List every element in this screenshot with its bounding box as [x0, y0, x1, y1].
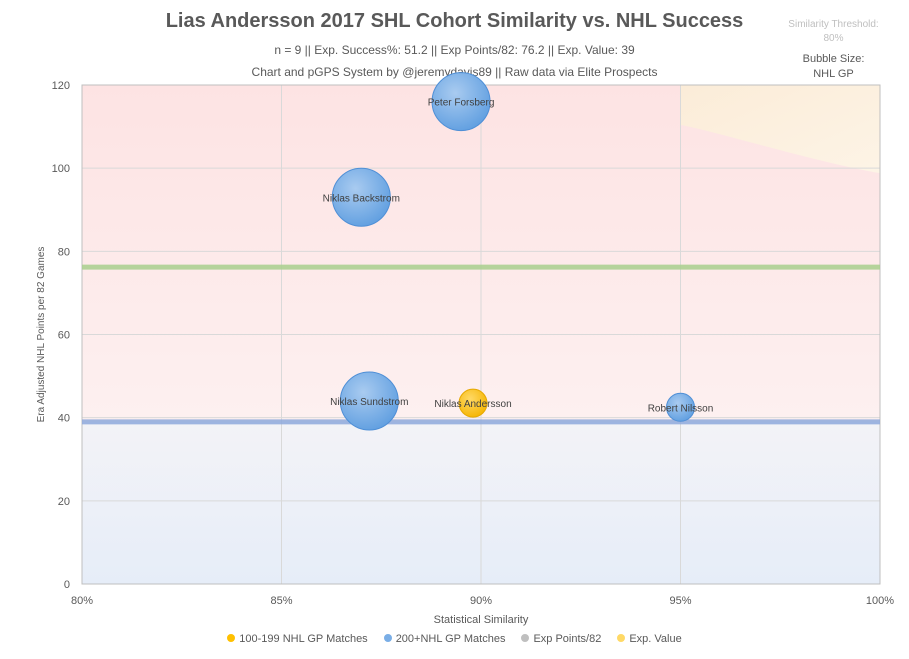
chart-title: Lias Andersson 2017 SHL Cohort Similarit…	[165, 10, 744, 32]
y-tick-label: 0	[64, 579, 70, 591]
bubble-label: Niklas Sundstrom	[330, 397, 408, 408]
bubble-point	[339, 371, 399, 431]
y-tick-label: 100	[52, 163, 70, 175]
legend-marker-icon	[383, 634, 392, 643]
legend-item: Exp Points/82	[521, 633, 601, 645]
chart-legend: 100-199 NHL GP Matches 200+NHL GP Matches…	[0, 633, 909, 645]
chart-subtitle-stats: n = 9 || Exp. Success%: 51.2 || Exp Poin…	[274, 43, 635, 57]
x-tick-label: 100%	[866, 595, 894, 607]
x-tick-label: 80%	[71, 595, 93, 607]
chart-subtitle-credits: Chart and pGPS System by @jeremydavis89 …	[251, 65, 658, 79]
bubble-label: Peter Forsberg	[428, 98, 495, 109]
legend-item: 100-199 NHL GP Matches	[227, 633, 368, 645]
x-tick-label: 85%	[270, 595, 292, 607]
x-tick-label: 90%	[470, 595, 492, 607]
legend-item: 200+NHL GP Matches	[383, 633, 506, 645]
high-similarity-zone	[680, 85, 880, 174]
bubble-label: Niklas Backstrom	[323, 193, 400, 204]
bubble-size-value: NHL GP	[813, 68, 854, 80]
y-tick-label: 40	[58, 413, 70, 425]
bubble-label: Robert Nilsson	[648, 403, 714, 414]
y-tick-label: 80	[58, 246, 70, 258]
legend-marker-icon	[227, 634, 236, 643]
legend-marker-icon	[521, 634, 530, 643]
y-axis-title: Era Adjusted NHL Points per 82 Games	[36, 247, 47, 423]
similarity-threshold-value: 80%	[823, 33, 844, 44]
legend-marker-icon	[617, 634, 626, 643]
legend-label: 100-199 NHL GP Matches	[239, 633, 368, 645]
y-tick-label: 120	[52, 80, 70, 92]
legend-label: 200+NHL GP Matches	[395, 633, 506, 645]
similarity-threshold: Similarity Threshold: 80%	[786, 18, 881, 46]
bubble-size-note: Bubble Size: NHL GP	[786, 52, 881, 82]
bubble-point	[331, 167, 391, 227]
bubble-point	[458, 388, 488, 418]
similarity-threshold-label: Similarity Threshold:	[788, 19, 879, 30]
y-tick-label: 20	[58, 496, 70, 508]
legend-label: Exp Points/82	[533, 633, 602, 645]
bubble-point	[431, 72, 491, 132]
legend-item: Exp. Value	[617, 633, 682, 645]
bubble-point	[666, 392, 695, 422]
legend-label: Exp. Value	[629, 633, 682, 645]
x-tick-label: 95%	[669, 595, 691, 607]
bubble-label: Niklas Andersson	[434, 399, 511, 410]
bubble-size-label: Bubble Size:	[802, 53, 865, 65]
x-axis-title: Statistical Similarity	[434, 614, 529, 626]
y-tick-label: 60	[58, 330, 70, 342]
